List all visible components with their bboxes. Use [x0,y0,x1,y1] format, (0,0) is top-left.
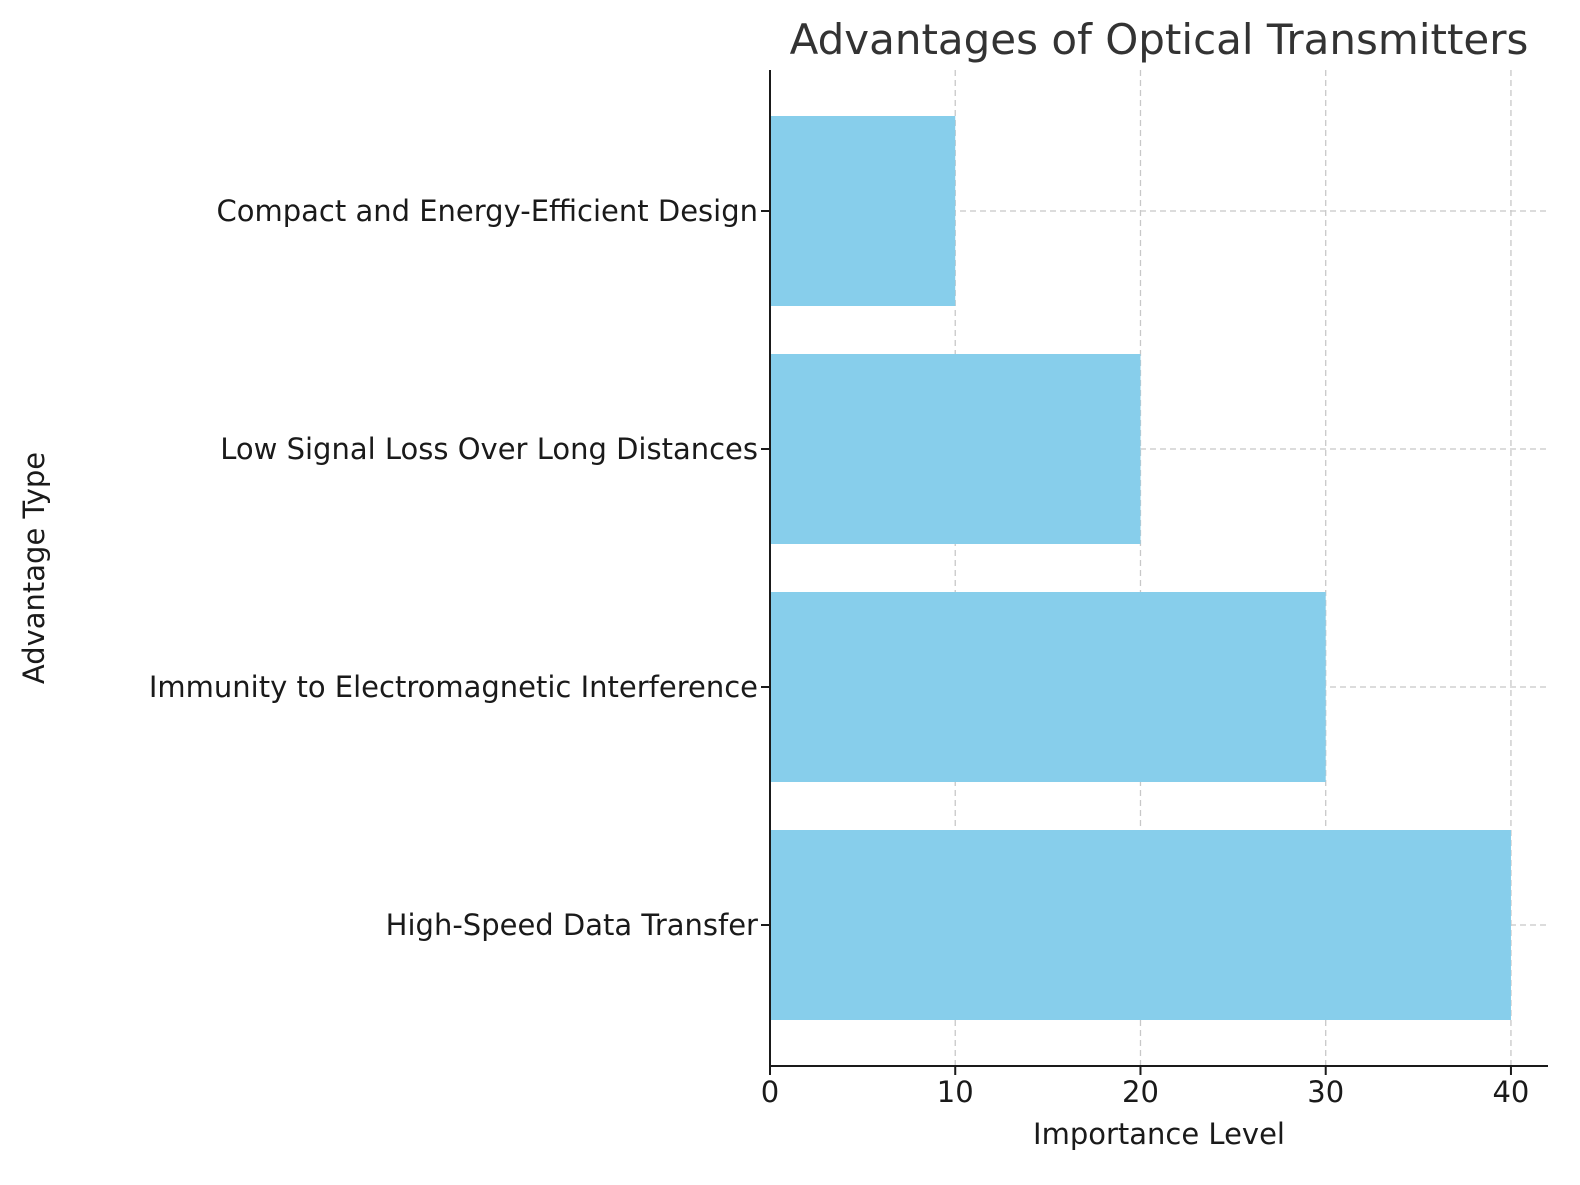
bar-0 [770,830,1511,1020]
bar-2 [770,354,1141,544]
bar-3 [770,116,956,306]
chart-title: Advantages of Optical Transmitters [790,15,1529,64]
x-tick-label-0: 0 [761,1075,779,1109]
y-tick-label-0: High-Speed Data Transfer [386,908,758,942]
x-tick-label-2: 20 [1122,1075,1159,1109]
x-tick-label-4: 40 [1492,1075,1529,1109]
x-tick-label-3: 30 [1307,1075,1344,1109]
x-tick-label-1: 10 [937,1075,974,1109]
y-tick-label-2: Low Signal Loss Over Long Distances [220,432,758,466]
bar-1 [770,592,1326,782]
y-axis-label: Advantage Type [17,452,51,684]
ticks-layer: 0 10 20 30 40 High-Speed Data Transfer Immunit… [149,194,1530,1109]
x-axis-label: Importance Level [1033,1117,1285,1151]
y-tick-label-3: Compact and Energy-Efficient Design [216,194,758,228]
bars-layer [770,116,1511,1020]
y-tick-label-1: Immunity to Electromagnetic Interference [149,670,758,704]
axes-layer [769,70,1548,1067]
